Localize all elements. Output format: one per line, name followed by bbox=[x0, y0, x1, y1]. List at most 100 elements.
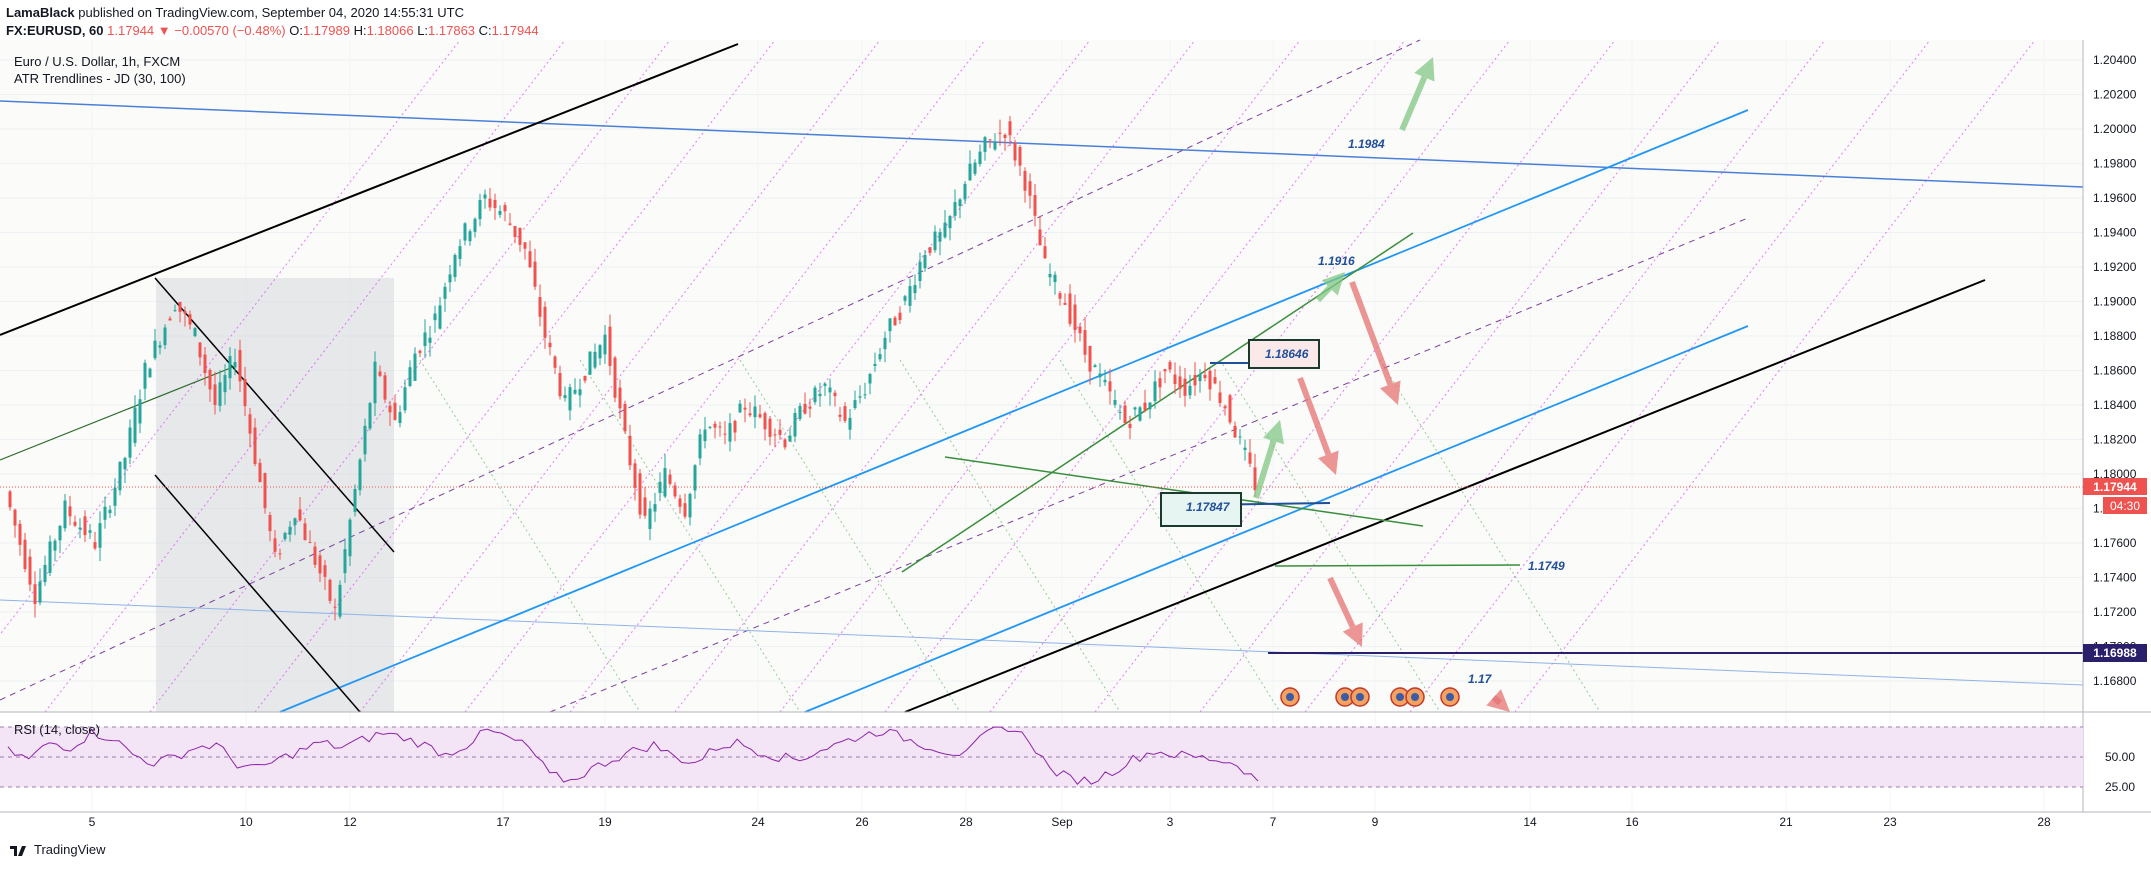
candle-body bbox=[1198, 374, 1202, 382]
event-icons[interactable] bbox=[1280, 687, 1460, 707]
candle-body bbox=[673, 485, 677, 497]
candle-body bbox=[738, 403, 742, 413]
candle-body bbox=[513, 225, 517, 237]
candle-body bbox=[1103, 379, 1107, 383]
candle-body bbox=[48, 541, 52, 573]
candle-body bbox=[938, 232, 942, 242]
candle-body bbox=[93, 542, 97, 549]
candle-body bbox=[948, 215, 952, 229]
high-value: 1.18066 bbox=[366, 23, 414, 38]
legend-indicator[interactable]: ATR Trendlines - JD (30, 100) bbox=[14, 71, 186, 86]
candle-body bbox=[1218, 392, 1222, 403]
candle-body bbox=[348, 519, 352, 557]
candle-body bbox=[208, 369, 212, 390]
time-tick-label: Sep bbox=[1051, 815, 1073, 829]
fan-line-pink bbox=[569, 39, 1091, 713]
arrow-down-red-3-head bbox=[1342, 622, 1363, 647]
candle-body bbox=[413, 353, 417, 381]
candle-body bbox=[1108, 381, 1112, 392]
candle-body bbox=[478, 200, 482, 220]
candle-body bbox=[1003, 134, 1007, 138]
price-annotation: 1.17 bbox=[1468, 672, 1493, 686]
candle-body bbox=[898, 312, 902, 320]
candle-body bbox=[848, 417, 852, 430]
candle-body bbox=[1008, 121, 1012, 136]
candle-body bbox=[643, 497, 647, 516]
open-label: O: bbox=[289, 23, 303, 38]
candle-body bbox=[183, 311, 187, 314]
last-price-tag-label: 1.17944 bbox=[2093, 480, 2137, 494]
candle-body bbox=[603, 334, 607, 355]
time-axis[interactable]: 5 10 12 17 19 24 26 28 Sep 3 7 9 14 16 21 23 28 bbox=[89, 815, 2051, 829]
arrow-down-red-2-head bbox=[1318, 450, 1339, 475]
rsi-label[interactable]: RSI (14, close) bbox=[14, 722, 100, 737]
fan-line-pink bbox=[1409, 39, 1931, 713]
footer-brand[interactable]: TradingView bbox=[10, 842, 106, 857]
candle-body bbox=[788, 435, 792, 442]
fan-line-pink bbox=[674, 39, 1196, 713]
candle-body bbox=[853, 400, 857, 408]
candle-body bbox=[1193, 374, 1197, 386]
price-annotation: 1.1916 bbox=[1318, 254, 1355, 268]
candle-body bbox=[1063, 302, 1067, 305]
price-axis[interactable]: 1.168001.170001.172001.174001.176001.178… bbox=[2093, 53, 2137, 688]
candle-body bbox=[278, 553, 282, 555]
candle-body bbox=[1228, 395, 1232, 423]
candle-body bbox=[18, 523, 22, 545]
candle-body bbox=[838, 414, 842, 417]
arrow-down-red-1 bbox=[1349, 280, 1394, 386]
candle-body bbox=[443, 286, 447, 299]
candle-body bbox=[688, 493, 692, 518]
candle-body bbox=[263, 473, 267, 509]
candle-body bbox=[618, 387, 622, 409]
fan-line-pink bbox=[1094, 39, 1616, 713]
arrow-up-green-top bbox=[1399, 76, 1428, 132]
candle-body bbox=[138, 399, 142, 424]
black-trendline-bottom bbox=[904, 279, 1986, 713]
candle-body bbox=[403, 387, 407, 411]
candle-body bbox=[33, 584, 37, 605]
candle-body bbox=[318, 555, 322, 574]
price-tick-label: 1.17200 bbox=[2093, 605, 2137, 619]
candle-body bbox=[98, 523, 102, 548]
candle-body bbox=[993, 142, 997, 150]
candle-body bbox=[568, 387, 572, 411]
price-tick-label: 1.18400 bbox=[2093, 398, 2137, 412]
candle-body bbox=[1158, 378, 1162, 388]
candle-body bbox=[298, 509, 302, 521]
arrow-up-green-mid-head bbox=[1321, 272, 1345, 296]
candle-body bbox=[1053, 274, 1057, 283]
candles-layer bbox=[8, 116, 1257, 621]
economic-event-icon-dot bbox=[1356, 693, 1364, 701]
candle-body bbox=[1203, 374, 1207, 379]
candle-body bbox=[328, 579, 332, 601]
symbol-label[interactable]: FX:EURUSD, 60 bbox=[6, 23, 104, 38]
drawings-layer[interactable] bbox=[0, 39, 2084, 713]
candle-body bbox=[288, 526, 292, 535]
candle-body bbox=[1098, 373, 1102, 378]
price-tags: 1.17944 04:30 1.16988 bbox=[2083, 478, 2147, 662]
candle-body bbox=[683, 503, 687, 517]
legend-title[interactable]: Euro / U.S. Dollar, 1h, FXCM bbox=[14, 54, 181, 69]
author-name[interactable]: LamaBlack bbox=[6, 5, 75, 20]
candle-body bbox=[1118, 411, 1122, 413]
candle-body bbox=[333, 606, 337, 608]
low-label: L: bbox=[417, 23, 429, 38]
candle-body bbox=[703, 429, 707, 442]
candle-body bbox=[458, 246, 462, 259]
candle-body bbox=[8, 491, 12, 508]
economic-event-icon-dot bbox=[1286, 693, 1294, 701]
time-tick-label: 28 bbox=[959, 815, 973, 829]
candle-body bbox=[103, 506, 107, 520]
candle-body bbox=[658, 481, 662, 493]
candle-body bbox=[143, 362, 147, 389]
candle-body bbox=[163, 327, 167, 346]
candle-body bbox=[253, 427, 257, 464]
candle-body bbox=[248, 414, 252, 434]
candle-body bbox=[708, 426, 712, 428]
candle-body bbox=[743, 407, 747, 410]
black-trendline-top bbox=[0, 43, 739, 336]
countdown-tag bbox=[2103, 497, 2147, 514]
fan-line-pink bbox=[1304, 39, 1826, 713]
